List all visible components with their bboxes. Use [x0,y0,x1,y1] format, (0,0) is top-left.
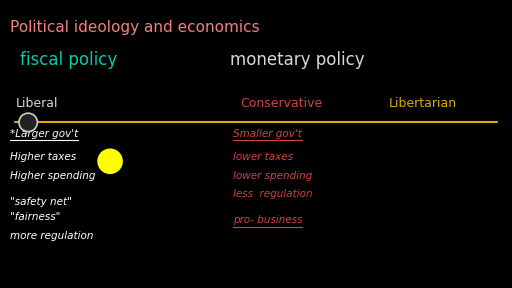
Text: Higher taxes: Higher taxes [10,152,76,162]
Text: pro- business: pro- business [233,215,303,225]
Text: lower spending: lower spending [233,171,312,181]
Text: k: k [84,156,91,166]
Text: Conservative: Conservative [241,97,323,110]
Text: monetary policy: monetary policy [230,52,365,69]
Text: lower taxes: lower taxes [233,152,293,162]
Text: Higher spending: Higher spending [10,171,96,181]
Text: Liberal: Liberal [15,97,58,110]
Ellipse shape [19,113,37,132]
Text: Smaller gov't: Smaller gov't [233,129,302,139]
Text: fiscal policy: fiscal policy [20,52,118,69]
Text: "fairness": "fairness" [10,213,60,222]
Text: Political ideology and economics: Political ideology and economics [10,20,260,35]
Text: more regulation: more regulation [10,231,94,241]
Text: Libertarian: Libertarian [389,97,457,110]
Ellipse shape [97,149,123,174]
Text: *Larger gov't: *Larger gov't [10,129,78,139]
Text: "safety net": "safety net" [10,197,72,206]
Text: less  regulation: less regulation [233,190,313,199]
